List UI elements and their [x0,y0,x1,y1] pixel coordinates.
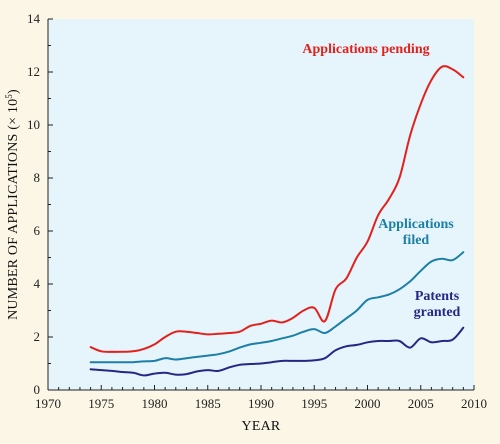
x-tick-label: 1985 [195,396,221,411]
plot-area [48,19,474,390]
y-tick-label: 14 [27,11,41,26]
x-tick-label: 2010 [461,396,487,411]
applications-pending-line [89,65,465,353]
x-tick-label: 2000 [355,396,381,411]
y-tick-label: 6 [34,223,41,238]
applications-filed-label: filed [403,233,430,248]
patents-granted-label: Patents [415,289,460,304]
x-tick-label: 1995 [301,396,327,411]
y-tick-label: 8 [34,170,41,185]
y-tick-label: 10 [27,117,40,132]
y-axis-title-exponent: 5 [4,94,14,99]
y-axis-title: NUMBER OF APPLICATIONS (× 105) [4,89,21,320]
x-axis-title: YEAR [242,419,281,434]
y-tick-label: 4 [34,276,41,291]
applications-pending-label: Applications pending [302,42,429,57]
x-tick-label: 2005 [408,396,434,411]
y-axis: 0 2 4 6 8 10 12 14 [27,11,53,397]
y-axis-title-close: ) [6,89,21,94]
y-tick-label: 2 [34,329,41,344]
x-tick-label: 1990 [248,396,274,411]
y-tick-label: 0 [34,382,41,397]
x-axis: 1970 1975 1980 1985 1990 1995 2000 2005 2010 [35,385,487,411]
patents-granted-label: granted [414,305,461,320]
patents-granted-line [89,326,465,377]
y-axis-title-text: NUMBER OF APPLICATIONS (× 10 [6,99,21,320]
applications-filed-line [89,251,465,364]
applications-filed-label: Applications [378,217,454,232]
y-tick-label: 12 [27,64,40,79]
x-tick-label: 1980 [142,396,168,411]
x-tick-label: 1970 [35,396,61,411]
x-tick-label: 1975 [88,396,114,411]
series-lines [89,65,465,377]
